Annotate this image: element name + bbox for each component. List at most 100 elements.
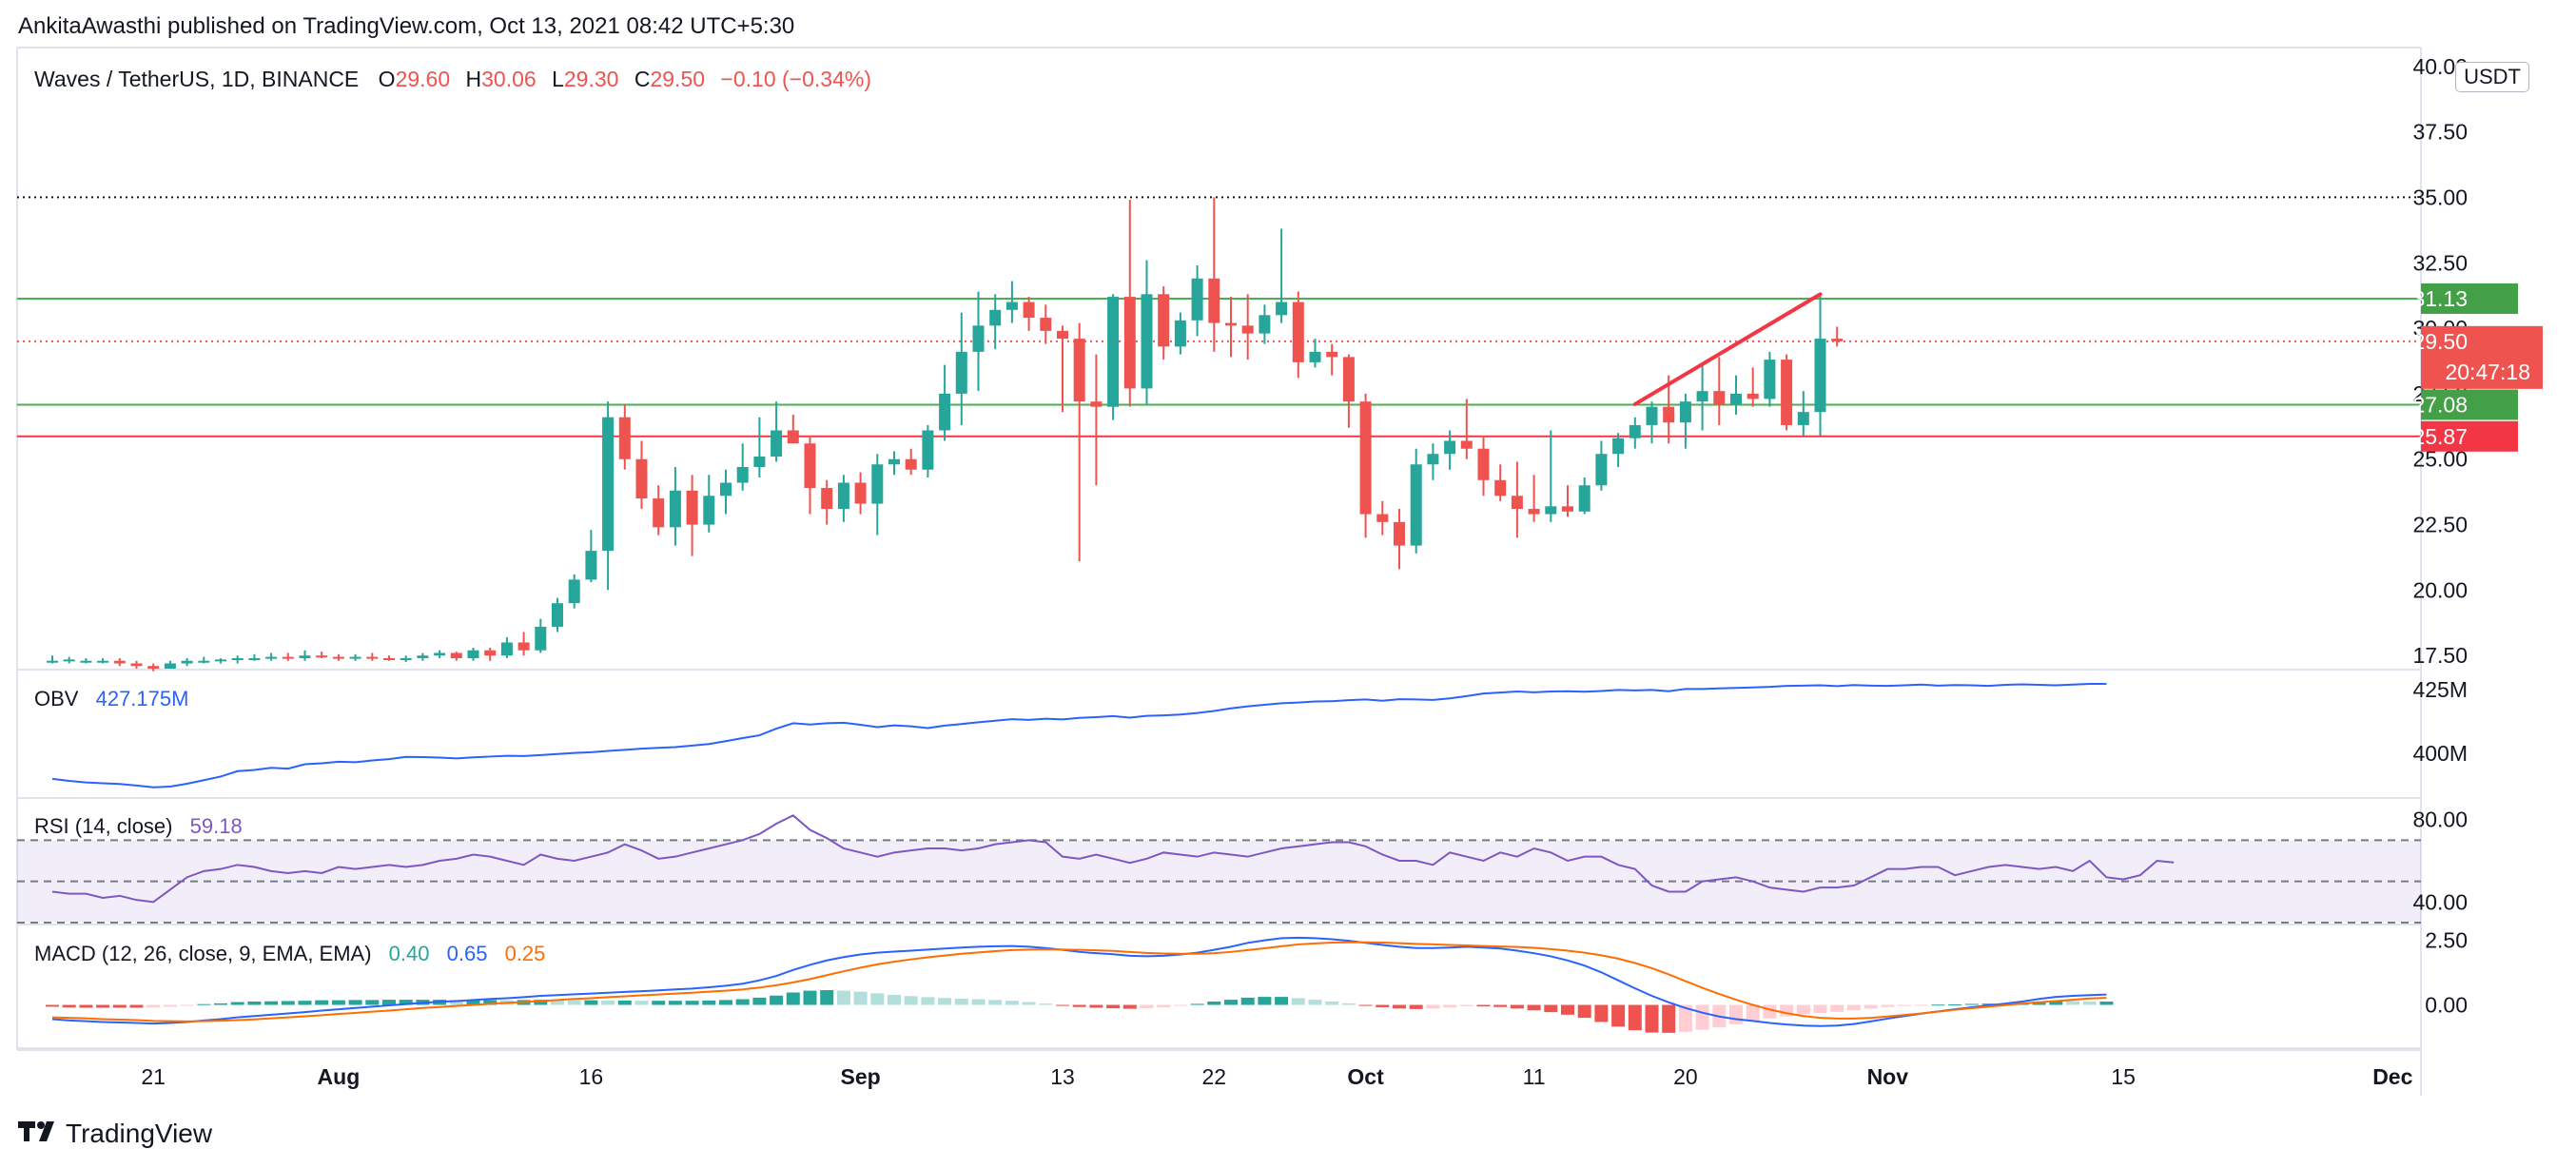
macd-hist-bar bbox=[1122, 1004, 1137, 1009]
candle-body bbox=[653, 498, 665, 528]
price-axis[interactable]: 17.5020.0022.5025.0027.5030.0032.5035.00… bbox=[2412, 54, 2543, 668]
time-tick-label: 13 bbox=[1050, 1064, 1075, 1089]
candle-body bbox=[635, 458, 648, 499]
level-label: 27.08 bbox=[2412, 392, 2468, 417]
macd-pane[interactable]: 0.00 2.50 bbox=[46, 928, 2468, 1033]
candle-body bbox=[450, 652, 462, 658]
candle-body bbox=[198, 660, 210, 663]
candle-body bbox=[1612, 438, 1625, 455]
macd-hist-bar bbox=[904, 996, 918, 1005]
high-value: 30.06 bbox=[481, 67, 537, 91]
time-axis[interactable]: 21 Aug 16 Sep 13 22 Oct 11 20 Nov 15 Dec bbox=[141, 1064, 2412, 1089]
candle-body bbox=[1730, 393, 1742, 404]
change-value: −0.10 (−0.34%) bbox=[720, 67, 871, 91]
macd-hist-bar bbox=[1325, 1001, 1339, 1005]
candle-body bbox=[989, 309, 1002, 326]
candle-body bbox=[164, 663, 176, 669]
macd-hist-bar bbox=[264, 1001, 279, 1005]
macd-hist-bar bbox=[1846, 1004, 1861, 1011]
time-tick-label: Dec bbox=[2372, 1064, 2412, 1089]
macd-hist-bar bbox=[836, 990, 850, 1005]
macd-hist-bar bbox=[163, 1004, 177, 1007]
level-badge bbox=[2421, 420, 2518, 452]
candle-body bbox=[1191, 278, 1203, 321]
macd-hist-bar bbox=[1577, 1004, 1591, 1019]
macd-hist-bar bbox=[1678, 1004, 1692, 1032]
open-value: 29.60 bbox=[395, 67, 451, 91]
candle-body bbox=[771, 430, 783, 457]
macd-hist-bar bbox=[1443, 1004, 1457, 1008]
macd-hist-bar bbox=[1089, 1004, 1103, 1008]
candle-body bbox=[484, 650, 497, 656]
macd-hist-bar bbox=[1729, 1004, 1743, 1024]
candle-body bbox=[686, 490, 698, 525]
macd-hist-bar bbox=[870, 993, 885, 1005]
macd-hist-bar bbox=[1039, 1003, 1053, 1005]
candle-body bbox=[1394, 521, 1405, 546]
macd-hist-bar bbox=[1662, 1004, 1676, 1033]
time-tick-label: 15 bbox=[2111, 1064, 2136, 1089]
macd-hist-bar bbox=[820, 990, 834, 1005]
candle-body bbox=[1629, 424, 1641, 438]
macd-hist-bar bbox=[46, 1004, 59, 1007]
candle-body bbox=[1141, 294, 1153, 389]
macd-hist-bar bbox=[1140, 1004, 1154, 1009]
macd-hist-bar bbox=[399, 1000, 413, 1005]
candle-body bbox=[366, 656, 379, 659]
candle-body bbox=[736, 467, 749, 483]
macd-hist-bar bbox=[954, 999, 968, 1005]
candle-body bbox=[1342, 357, 1355, 402]
price-tick-label: 17.50 bbox=[2412, 643, 2468, 668]
rsi-pane[interactable]: 40.00 80.00 bbox=[17, 808, 2468, 924]
macd-hist-bar bbox=[770, 995, 784, 1005]
macd-hist-bar bbox=[1628, 1004, 1642, 1031]
macd-hist-bar bbox=[938, 998, 952, 1005]
candle-body bbox=[905, 458, 917, 470]
macd-hist-bar bbox=[2082, 1001, 2097, 1005]
rsi-legend[interactable]: RSI (14, close) 59.18 bbox=[34, 814, 243, 839]
macd-hist-bar bbox=[1544, 1004, 1558, 1013]
macd-legend[interactable]: MACD (12, 26, close, 9, EMA, EMA) 0.40 0… bbox=[34, 942, 545, 966]
candle-body bbox=[552, 603, 563, 627]
price-pane[interactable] bbox=[17, 196, 2421, 672]
candle-body bbox=[1713, 391, 1726, 404]
macd-hist-bar bbox=[988, 1000, 1003, 1005]
macd-hist-bar bbox=[1611, 1004, 1626, 1027]
macd-hist-bar bbox=[719, 1000, 732, 1005]
macd-hist-bar bbox=[1510, 1004, 1524, 1009]
macd-hist-bar bbox=[2066, 1001, 2079, 1005]
close-value: 29.50 bbox=[650, 67, 706, 91]
candle-body bbox=[1309, 351, 1321, 362]
macd-hist-bar bbox=[1948, 1003, 1962, 1005]
symbol-title[interactable]: Waves / TetherUS, 1D, BINANCE bbox=[34, 67, 360, 91]
candle-body bbox=[1225, 322, 1237, 326]
pane-separators bbox=[16, 47, 2422, 1096]
macd-hist-bar bbox=[1527, 1004, 1541, 1011]
macd-hist-value: 0.40 bbox=[388, 942, 430, 965]
macd-hist-bar bbox=[1813, 1004, 1827, 1014]
macd-hist-bar bbox=[1426, 1004, 1440, 1009]
macd-hist-bar bbox=[1173, 1004, 1187, 1006]
level-badge bbox=[2421, 282, 2518, 314]
candle-body bbox=[753, 456, 766, 468]
candle-body bbox=[1005, 302, 1018, 310]
macd-hist-bar bbox=[247, 1001, 262, 1005]
macd-hist-bar bbox=[601, 1000, 615, 1005]
macd-hist-bar bbox=[146, 1004, 161, 1008]
candle-body bbox=[63, 659, 75, 662]
obv-pane[interactable]: 400M 425M bbox=[51, 677, 2468, 788]
candle-body bbox=[720, 482, 732, 496]
currency-unit-button[interactable]: USDT bbox=[2455, 62, 2529, 92]
macd-hist-bar bbox=[449, 1000, 463, 1005]
candle-body bbox=[1747, 393, 1759, 399]
obv-legend[interactable]: OBV 427.175M bbox=[34, 687, 188, 711]
time-tick-label: 21 bbox=[141, 1064, 166, 1089]
time-tick-label: 22 bbox=[1202, 1064, 1227, 1089]
macd-hist-bar bbox=[1459, 1004, 1473, 1006]
candle-body bbox=[1090, 401, 1103, 407]
tradingview-brand[interactable]: TradingView bbox=[18, 1119, 212, 1149]
macd-hist-bar bbox=[1931, 1004, 1945, 1006]
rsi-tick-label: 40.00 bbox=[2412, 889, 2468, 914]
publisher-attribution: AnkitaAwasthi published on TradingView.c… bbox=[18, 13, 795, 39]
